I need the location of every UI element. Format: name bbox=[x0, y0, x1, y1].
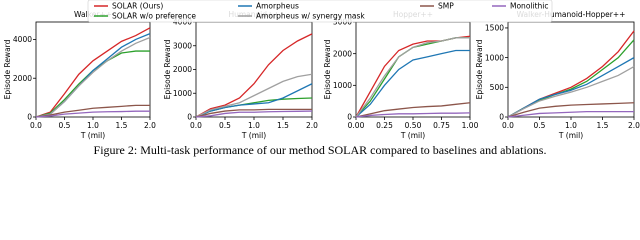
legend-label: SOLAR (Ours) bbox=[112, 2, 163, 11]
y-axis-label: Episode Reward bbox=[163, 39, 172, 99]
series-line bbox=[195, 108, 312, 118]
series-line bbox=[35, 27, 151, 118]
series-line bbox=[35, 104, 150, 118]
x-tick-label: 1.5 bbox=[277, 121, 289, 130]
caption: Figure 2: Multi-task performance of our … bbox=[94, 143, 547, 157]
series-line bbox=[35, 36, 151, 118]
x-tick-label: 1.0 bbox=[565, 121, 577, 130]
plot-area bbox=[507, 21, 635, 118]
x-tick-label: 0.25 bbox=[376, 121, 393, 130]
legend-label: Monolithic bbox=[510, 2, 548, 11]
y-tick-label: 0 bbox=[499, 113, 504, 122]
x-tick-label: 2.0 bbox=[628, 121, 640, 130]
legend-label: Amorpheus bbox=[256, 2, 299, 11]
x-tick-label: 0.75 bbox=[433, 121, 450, 130]
y-tick-label: 4000 bbox=[13, 35, 32, 44]
legend-label: SOLAR w/o preference bbox=[112, 12, 196, 21]
legend-label: Amorpheus w/ synergy mask bbox=[256, 12, 365, 21]
y-tick-label: 3000 bbox=[173, 41, 192, 50]
series-line bbox=[507, 111, 634, 118]
x-axis-label: T (mil) bbox=[241, 131, 266, 140]
series-line bbox=[195, 33, 313, 118]
x-tick-label: 1.00 bbox=[462, 121, 479, 130]
y-axis-label: Episode Reward bbox=[475, 39, 484, 99]
legend-box bbox=[87, 0, 553, 23]
figure: Figure 2: Multi-task performance of our … bbox=[3, 0, 640, 157]
x-tick-label: 2.0 bbox=[306, 121, 318, 130]
x-tick-label: 0.5 bbox=[59, 121, 71, 130]
x-tick-label: 0.0 bbox=[190, 121, 202, 130]
y-tick-label: 500 bbox=[490, 83, 505, 92]
y-tick-label: 0 bbox=[187, 113, 192, 122]
x-tick-label: 0.5 bbox=[534, 121, 546, 130]
x-axis-label: T (mil) bbox=[400, 131, 425, 140]
chart-title: Walker-Humanoid-Hopper++ bbox=[517, 10, 626, 19]
y-axis-label: Episode Reward bbox=[3, 39, 12, 99]
y-axis-label: Episode Reward bbox=[323, 39, 332, 99]
series-line bbox=[195, 110, 313, 118]
series-line bbox=[35, 110, 150, 118]
x-axis-label: T (mil) bbox=[80, 131, 105, 140]
series-line bbox=[507, 57, 635, 118]
series-line bbox=[195, 83, 313, 118]
x-tick-label: 0.0 bbox=[502, 121, 514, 130]
y-tick-label: 1000 bbox=[485, 53, 504, 62]
page: Figure 2: Multi-task performance of our … bbox=[3, 0, 640, 157]
x-tick-label: 1.0 bbox=[248, 121, 260, 130]
x-tick-label: 0.0 bbox=[30, 121, 42, 130]
series-line bbox=[355, 112, 471, 118]
series-line bbox=[355, 49, 470, 118]
y-tick-label: 1000 bbox=[333, 81, 352, 90]
x-tick-label: 1.5 bbox=[597, 121, 609, 130]
series-line bbox=[195, 73, 313, 118]
x-axis-label: T (mil) bbox=[558, 131, 583, 140]
x-tick-label: 2.0 bbox=[144, 121, 156, 130]
y-tick-label: 2000 bbox=[333, 49, 352, 58]
series-line bbox=[355, 102, 471, 118]
y-tick-label: 1000 bbox=[173, 89, 192, 98]
y-tick-label: 2000 bbox=[173, 65, 192, 74]
y-tick-label: 2000 bbox=[13, 74, 32, 83]
x-tick-label: 0.00 bbox=[348, 121, 365, 130]
y-tick-label: 0 bbox=[27, 113, 32, 122]
x-tick-label: 1.5 bbox=[116, 121, 128, 130]
y-tick-label: 0 bbox=[347, 113, 352, 122]
legend-label: SMP bbox=[438, 2, 454, 11]
x-tick-label: 0.50 bbox=[405, 121, 422, 130]
series-line bbox=[355, 37, 470, 118]
series-line bbox=[507, 65, 635, 118]
x-tick-label: 1.0 bbox=[87, 121, 99, 130]
y-tick-label: 1500 bbox=[485, 24, 504, 33]
plot-area bbox=[355, 21, 471, 118]
series-line bbox=[507, 102, 635, 118]
x-tick-label: 0.5 bbox=[219, 121, 231, 130]
